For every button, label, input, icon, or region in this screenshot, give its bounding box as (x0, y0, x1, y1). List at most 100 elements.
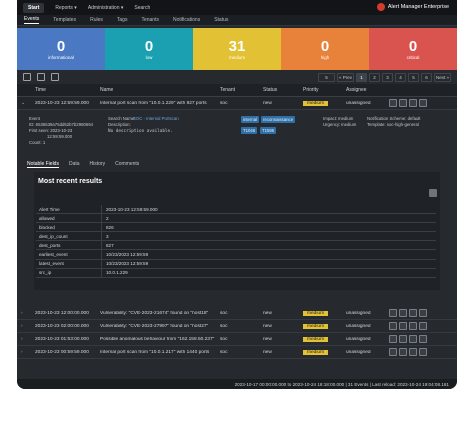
tab-comments[interactable]: Comments (115, 161, 140, 167)
next-page-button[interactable]: Next » (433, 73, 451, 82)
tag-t1046[interactable]: T1046 (241, 127, 258, 134)
row-time: 2023-10-23 00:59:59.000 (35, 349, 89, 355)
page-button[interactable]: 3 (381, 73, 393, 82)
nav-administration[interactable]: Administration ▾ (87, 4, 124, 11)
header-status[interactable]: Status (263, 87, 278, 93)
edit-icon[interactable] (399, 322, 407, 330)
field-name: dest_ports (36, 241, 102, 250)
tab-notable-fields[interactable]: Notable Fields (27, 161, 59, 168)
page-button[interactable]: 2 (368, 73, 380, 82)
row-tenant: soc (220, 100, 228, 106)
page-button[interactable]: 5 (407, 73, 419, 82)
assign-icon[interactable] (389, 335, 397, 343)
tag-reconnaissance[interactable]: reconnaissance (261, 116, 296, 123)
tile-critical[interactable]: 0 critical (369, 28, 457, 70)
row-time: 2023-10-23 12:59:59.000 (35, 100, 89, 106)
header-tenant[interactable]: Tenant (220, 87, 236, 93)
tab-data[interactable]: Data (68, 161, 80, 167)
row-checkbox[interactable] (419, 322, 427, 330)
description-label: Description: (108, 122, 131, 127)
severity-tiles: 0 informational 0 low 31 medium 0 high 0… (17, 28, 457, 70)
event-rows: › 2023-10-23 12:00:00.000 Vulnerability:… (17, 307, 457, 359)
page-size-select[interactable]: 5 (317, 73, 335, 82)
refresh-icon[interactable] (37, 73, 45, 81)
table-row[interactable]: › 2023-10-23 12:00:00.000 Vulnerability:… (17, 307, 457, 320)
nav-reports[interactable]: Reports ▾ (55, 4, 77, 11)
tile-label: low (145, 54, 153, 60)
more-icon[interactable] (409, 322, 417, 330)
tab-templates[interactable]: Templates (53, 17, 77, 23)
collapse-chevron-icon[interactable]: ⌄ (21, 100, 26, 106)
more-icon[interactable] (409, 99, 417, 107)
open-search-icon[interactable] (429, 189, 437, 197)
table-row[interactable]: ⌄ 2023-10-23 12:59:59.000 Internal port … (17, 97, 457, 110)
tile-medium[interactable]: 31 medium (193, 28, 281, 70)
page-button[interactable]: 4 (394, 73, 406, 82)
header-name[interactable]: Name (100, 87, 114, 93)
row-assignee: unassigned (346, 100, 371, 106)
assign-icon[interactable] (389, 309, 397, 317)
row-actions (389, 348, 439, 356)
tab-status[interactable]: Status (214, 17, 229, 23)
header-priority[interactable]: Priority (303, 87, 319, 93)
tile-count: 0 (320, 37, 330, 55)
field-name: Alert Time (36, 205, 102, 214)
more-icon[interactable] (409, 348, 417, 356)
expand-chevron-icon[interactable]: › (21, 323, 23, 329)
tag-t1595[interactable]: T1595 (260, 127, 277, 134)
header-assignee[interactable]: Assignee (346, 87, 367, 93)
tile-count: 31 (228, 37, 246, 55)
header-time[interactable]: Time (35, 87, 46, 93)
field-name: latest_event (36, 259, 102, 268)
tile-informational[interactable]: 0 informational (17, 28, 105, 70)
first-seen-time: 12:59:59.000 (47, 134, 73, 139)
row-tenant: soc (220, 310, 228, 316)
edit-icon[interactable] (399, 309, 407, 317)
expand-chevron-icon[interactable]: › (21, 310, 23, 316)
edit-icon[interactable] (399, 335, 407, 343)
tab-rules[interactable]: Rules (90, 17, 103, 23)
template: Template: soc-high-general (367, 122, 419, 127)
prev-page-button[interactable]: « Prev (336, 73, 354, 82)
expand-chevron-icon[interactable]: › (21, 349, 23, 355)
page-button[interactable]: 1 (355, 73, 367, 82)
nav-start[interactable]: Start (23, 2, 45, 13)
more-icon[interactable] (409, 335, 417, 343)
row-checkbox[interactable] (419, 348, 427, 356)
select-icon[interactable] (23, 73, 31, 81)
tile-high[interactable]: 0 high (281, 28, 369, 70)
export-icon[interactable] (51, 73, 59, 81)
nav-search[interactable]: Search (134, 4, 151, 11)
row-checkbox[interactable] (419, 99, 427, 107)
table-row[interactable]: › 2023-10-23 01:53:00.000 Possible anoma… (17, 333, 457, 346)
table-header: Time Name Tenant Status Priority Assigne… (17, 84, 457, 97)
result-row: dest_ip_count 3 (36, 232, 436, 242)
edit-icon[interactable] (399, 348, 407, 356)
brand-logo-icon (376, 3, 385, 11)
page-button[interactable]: 6 (420, 73, 432, 82)
table-row[interactable]: › 2023-10-23 00:59:59.000 Internal port … (17, 346, 457, 359)
expand-chevron-icon[interactable]: › (21, 336, 23, 342)
impact-value: medium (338, 116, 354, 121)
tab-notifications[interactable]: Notifications (172, 17, 201, 23)
field-value: 2023-10-23 12:59:59.000 (106, 206, 158, 212)
row-checkbox[interactable] (419, 309, 427, 317)
tab-history[interactable]: History (89, 161, 106, 167)
first-seen: First seen: 2023-10-23 (29, 128, 73, 133)
row-checkbox[interactable] (419, 335, 427, 343)
more-icon[interactable] (409, 309, 417, 317)
assign-icon[interactable] (389, 348, 397, 356)
table-toolbar: 5 « Prev 1 2 3 4 5 6 Next » (17, 70, 457, 84)
tab-tenants[interactable]: Tenants (141, 17, 159, 23)
result-row: src_ip 10.0.1.229 (36, 268, 436, 278)
assign-icon[interactable] (389, 322, 397, 330)
tab-events[interactable]: Events (24, 16, 40, 24)
tab-tags[interactable]: Tags (116, 17, 128, 23)
row-priority: medium (303, 336, 346, 342)
tag-internal[interactable]: internal (241, 116, 260, 123)
edit-icon[interactable] (399, 99, 407, 107)
table-row[interactable]: › 2023-10-23 02:00:00.000 Vulnerability:… (17, 320, 457, 333)
tile-low[interactable]: 0 low (105, 28, 193, 70)
search-name-link[interactable]: SOC - Internal Portscan (133, 116, 179, 121)
assign-icon[interactable] (389, 99, 397, 107)
